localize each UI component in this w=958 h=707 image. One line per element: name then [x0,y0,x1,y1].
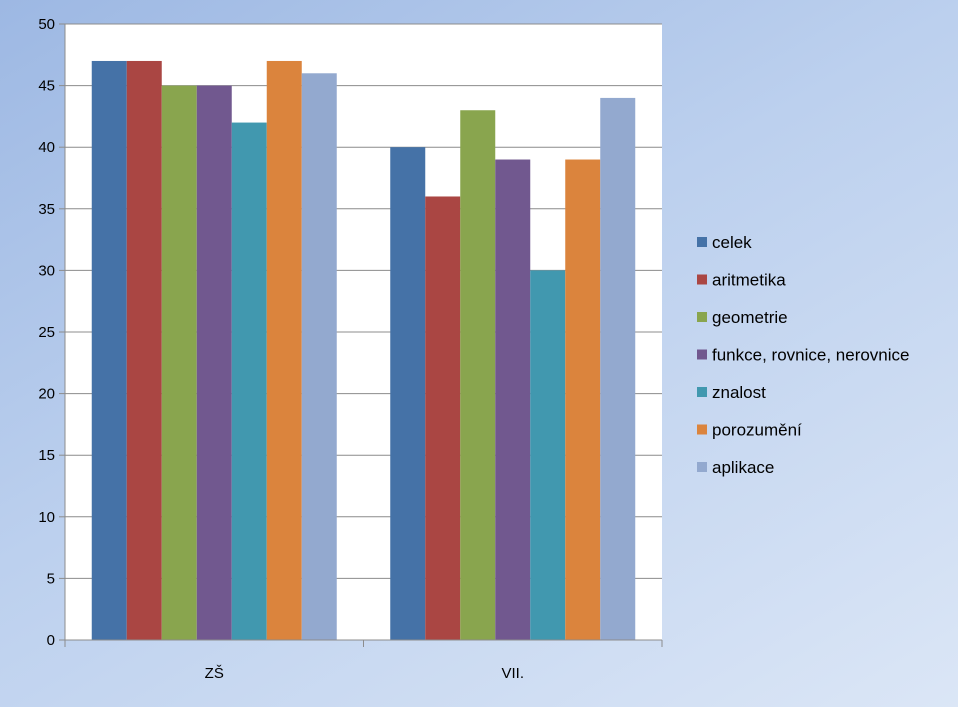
bar-aplikace-1 [301,73,337,640]
bar-geometrie-1 [161,85,197,641]
legend: celek aritmetika geometrie funkce, rovnice,… [697,233,910,477]
legend-swatch [697,349,707,360]
y-tick-label: 25 [38,324,55,341]
legend-swatch [697,274,707,285]
bar-funkce-rovnice-nerovnice-2 [495,159,531,640]
bar-celek-2 [390,147,426,640]
legend-swatch [697,424,707,435]
bar-znalost-1 [231,122,267,640]
legend-label: celek [712,233,752,252]
x-category-label: VII. [501,665,524,682]
legend-swatch [697,237,707,247]
y-tick-label: 45 [38,78,55,95]
bar-aritmetika-2 [425,196,461,641]
bars [91,60,636,641]
y-tick-label: 0 [47,632,55,649]
y-tick-label: 20 [38,386,55,403]
bar-porozum-n--1 [266,60,302,640]
legend-swatch [697,387,707,397]
legend-label: porozumění [712,421,802,440]
y-tick-label: 15 [38,447,55,464]
axes: 0 5 10 15 20 25 30 35 40 45 50 ZŠ VII. [38,16,663,682]
legend-label: geometrie [712,308,788,327]
bar-celek-1 [91,60,127,640]
x-category-label: ZŠ [205,665,224,682]
y-tick-label: 40 [38,139,55,156]
bar-funkce-rovnice-nerovnice-1 [196,85,232,641]
y-tick-label: 50 [38,16,55,33]
bar-aritmetika-1 [126,60,162,640]
bar-porozum-n--2 [565,159,601,640]
y-tick-label: 35 [38,201,55,218]
y-tick-label: 30 [38,262,55,279]
legend-label: aritmetika [712,271,786,290]
bar-aplikace-2 [600,97,636,641]
legend-swatch [697,462,707,472]
y-tick-label: 10 [38,509,55,526]
y-tick-label: 5 [47,570,55,587]
bar-znalost-2 [530,270,566,640]
legend-label: funkce, rovnice, nerovnice [712,346,910,365]
legend-swatch [697,312,707,322]
legend-label: znalost [712,383,766,402]
legend-label: aplikace [712,458,774,477]
bar-geometrie-2 [460,110,496,641]
